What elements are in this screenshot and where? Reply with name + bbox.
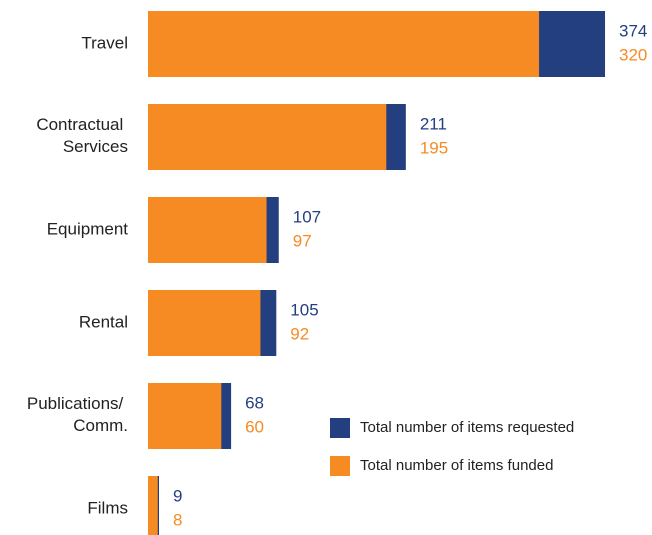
category-label: Publications/ Comm.: [27, 394, 128, 435]
bar: [148, 383, 222, 449]
value-label: 97: [293, 231, 312, 250]
value-label: 211: [420, 114, 447, 133]
legend-swatch: [330, 418, 350, 438]
bar: [148, 104, 387, 170]
category-label-line: Comm.: [73, 416, 128, 435]
category-label: Contractual Services: [36, 115, 128, 156]
legend-label: Total number of items funded: [360, 457, 553, 474]
bar: [148, 197, 267, 263]
value-label: 60: [245, 417, 264, 436]
value-label: 374: [619, 21, 647, 40]
category-label-line: Publications/: [27, 394, 128, 413]
category-label: Travel: [81, 33, 128, 52]
value-label: 8: [173, 510, 182, 529]
category-label-line: Services: [63, 137, 128, 156]
category-label: Rental: [79, 312, 128, 331]
value-label: 107: [293, 207, 321, 226]
legend-swatch: [330, 456, 350, 476]
value-label: 105: [290, 300, 318, 319]
category-label: Films: [87, 498, 128, 517]
bar: [148, 290, 261, 356]
legend-label: Total number of items requested: [360, 419, 574, 436]
bar: [148, 476, 158, 535]
category-label-line: Contractual: [36, 115, 128, 134]
category-label: Equipment: [47, 219, 129, 238]
value-label: 195: [420, 138, 448, 157]
value-label: 68: [245, 393, 264, 412]
bar: [148, 11, 540, 77]
value-label: 92: [290, 324, 309, 343]
value-label: 320: [619, 45, 647, 64]
value-label: 9: [173, 486, 182, 505]
